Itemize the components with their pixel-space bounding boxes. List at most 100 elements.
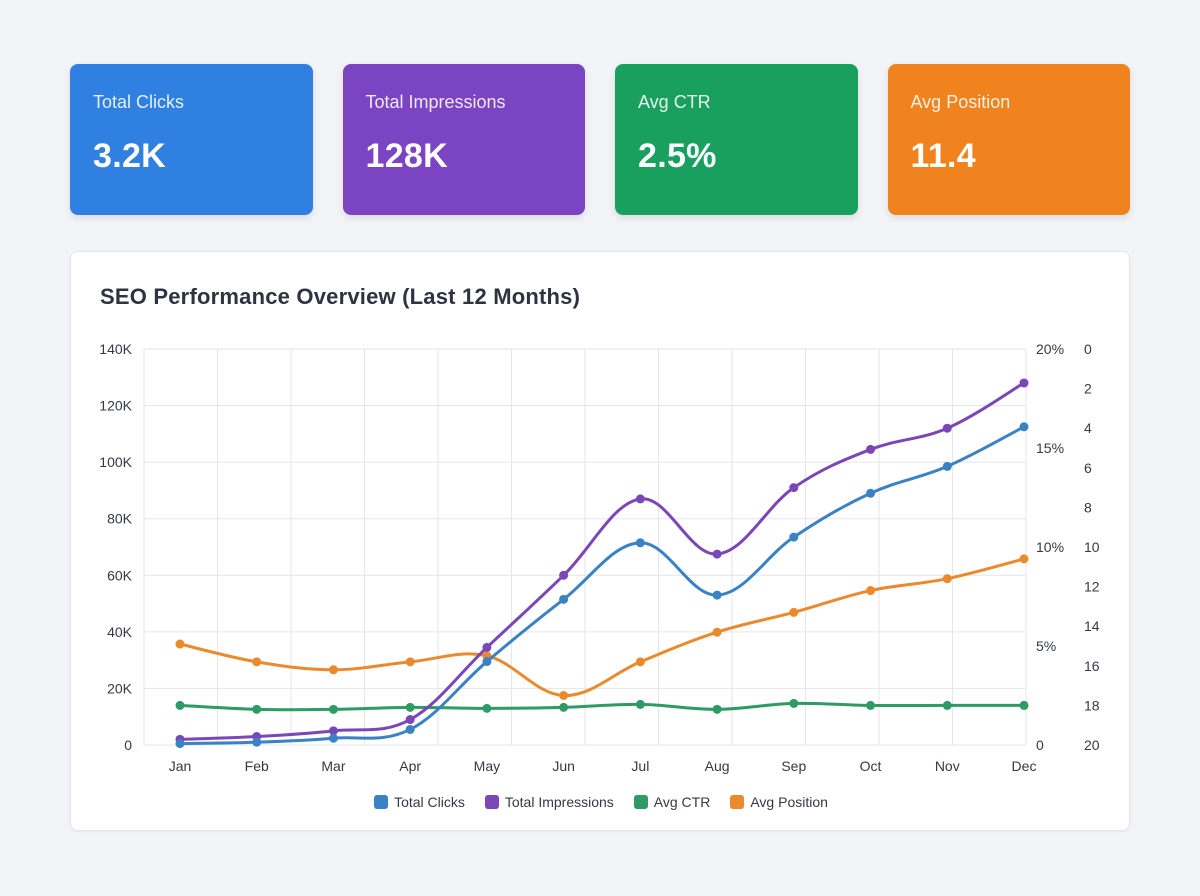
data-point-avg-ctr <box>405 702 415 712</box>
kpi-value: 3.2K <box>93 137 167 175</box>
legend-swatch <box>484 795 499 809</box>
y-axis-position-tick-label: 8 <box>1084 499 1092 515</box>
data-point-total-impressions <box>328 726 338 736</box>
data-point-avg-position <box>559 691 569 700</box>
x-axis-tick-label: Sep <box>781 758 806 774</box>
y-axis-ctr-tick-label: 0 <box>1036 737 1044 753</box>
y-axis-left-tick-label: 120K <box>99 398 132 414</box>
x-axis-tick-label: Jan <box>169 758 192 774</box>
chart-title: SEO Performance Overview (Last 12 Months… <box>100 284 581 309</box>
x-axis-tick-label: Mar <box>321 758 345 774</box>
x-axis-tick-label: Jul <box>631 758 649 774</box>
y-axis-left-tick-label: 40K <box>107 624 133 640</box>
kpi-value: 2.5% <box>638 137 717 175</box>
x-axis-tick-label: Aug <box>705 758 730 774</box>
data-point-avg-ctr <box>252 704 262 714</box>
data-point-avg-ctr <box>1019 700 1029 710</box>
data-point-avg-position <box>942 574 952 584</box>
y-axis-position-tick-label: 20 <box>1084 737 1100 753</box>
y-axis-position-tick-label: 16 <box>1084 658 1100 674</box>
legend-label: Total Impressions <box>504 794 614 810</box>
data-point-total-clicks <box>635 538 645 548</box>
data-point-avg-position <box>712 627 722 637</box>
x-axis-tick-label: Feb <box>245 758 269 774</box>
data-point-avg-ctr <box>789 698 799 708</box>
y-axis-ctr-tick-label: 20% <box>1036 341 1064 357</box>
y-axis-position-tick-label: 12 <box>1084 579 1100 595</box>
y-axis-ctr-tick-label: 10% <box>1036 539 1064 555</box>
y-axis-position-tick-label: 6 <box>1084 460 1092 476</box>
data-point-total-clicks <box>866 488 876 498</box>
data-point-total-clicks <box>942 461 952 471</box>
data-point-total-impressions <box>789 483 799 493</box>
data-point-avg-ctr <box>942 700 952 710</box>
data-point-avg-ctr <box>559 702 569 712</box>
chart-legend: Total Clicks Total Impressions Avg CTR Avg … <box>71 792 1131 812</box>
data-point-total-clicks <box>712 590 722 600</box>
y-axis-left-tick-label: 140K <box>99 341 132 357</box>
data-point-total-clicks <box>1019 422 1029 432</box>
data-point-avg-position <box>1019 554 1029 564</box>
data-point-total-clicks <box>175 739 185 749</box>
y-axis-position-tick-label: 18 <box>1084 697 1100 713</box>
y-axis-position-tick-label: 10 <box>1084 539 1100 555</box>
series-line-avg-position <box>178 557 1026 698</box>
legend-item-total-clicks[interactable]: Total Clicks <box>374 792 465 812</box>
data-point-total-impressions <box>712 549 722 559</box>
data-point-total-impressions <box>866 444 876 454</box>
data-point-avg-ctr <box>328 704 338 714</box>
data-point-avg-position <box>405 657 415 667</box>
data-point-total-impressions <box>1019 378 1029 388</box>
legend-item-avg-position[interactable]: Avg Position <box>730 792 828 812</box>
data-point-avg-position <box>175 639 185 649</box>
data-point-total-impressions <box>635 494 645 504</box>
y-axis-left-tick-label: 100K <box>99 454 132 470</box>
data-point-total-impressions <box>559 570 569 580</box>
x-axis-tick-label: May <box>474 758 500 774</box>
kpi-card-total-clicks[interactable]: Total Clicks 3.2K <box>70 64 313 215</box>
kpi-label: Total Clicks <box>93 92 185 112</box>
y-axis-left-tick-label: 20K <box>107 680 133 696</box>
y-axis-ctr-tick-label: 5% <box>1036 638 1056 654</box>
kpi-card-avg-ctr[interactable]: Avg CTR 2.5% <box>615 64 858 215</box>
data-point-total-clicks <box>252 737 262 747</box>
data-point-total-clicks <box>405 724 415 734</box>
data-point-avg-position <box>328 665 338 675</box>
kpi-card-avg-position[interactable]: Avg Position 11.4 <box>887 64 1130 215</box>
legend-label: Total Clicks <box>394 794 465 810</box>
data-point-avg-ctr <box>482 703 492 713</box>
chart-panel: SEO Performance Overview (Last 12 Months… <box>70 251 1130 831</box>
kpi-value: 128K <box>365 137 448 175</box>
y-axis-position-tick-label: 14 <box>1084 618 1100 634</box>
data-point-total-impressions <box>482 642 492 652</box>
kpi-label: Total Impressions <box>365 92 506 112</box>
data-point-avg-position <box>252 657 262 667</box>
data-point-total-impressions <box>405 715 415 725</box>
data-point-avg-position <box>635 657 645 667</box>
x-axis-tick-label: Oct <box>860 758 882 774</box>
legend-swatch <box>374 795 389 809</box>
data-point-avg-ctr <box>712 704 722 714</box>
y-axis-left-tick-label: 60K <box>107 567 133 583</box>
x-axis-tick-label: Apr <box>399 758 421 774</box>
legend-item-avg-ctr[interactable]: Avg CTR <box>633 792 710 812</box>
legend-item-total-impressions[interactable]: Total Impressions <box>484 792 614 812</box>
series-line-avg-ctr <box>178 701 1026 712</box>
data-point-total-clicks <box>328 733 338 743</box>
data-point-avg-ctr <box>635 699 645 709</box>
kpi-card-total-impressions[interactable]: Total Impressions 128K <box>342 64 585 215</box>
y-axis-position-tick-label: 4 <box>1084 420 1092 436</box>
data-point-total-clicks <box>482 657 492 667</box>
legend-swatch <box>633 795 648 809</box>
kpi-cards: Total Clicks 3.2K Total Impressions 128K… <box>70 64 1130 215</box>
series-line-total-impressions <box>178 381 1026 741</box>
legend-swatch <box>730 795 745 809</box>
x-axis-tick-label: Nov <box>935 758 960 774</box>
y-axis-left-tick-label: 80K <box>107 511 133 527</box>
x-axis-tick-label: Jun <box>552 758 575 774</box>
data-point-avg-position <box>866 586 876 596</box>
legend-label: Avg Position <box>750 794 828 810</box>
y-axis-left-tick-label: 0 <box>124 737 132 753</box>
data-point-avg-ctr <box>175 700 185 710</box>
